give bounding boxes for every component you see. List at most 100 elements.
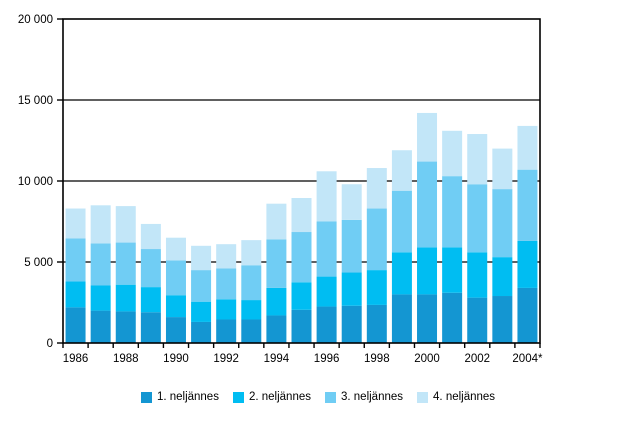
chart-bar-segment xyxy=(316,306,337,343)
chart-bar-segment xyxy=(115,206,136,243)
chart-bar-segment xyxy=(391,252,412,295)
y-axis-label: 0 xyxy=(47,338,53,350)
chart-bar-segment xyxy=(291,282,312,310)
chart-bar-segment xyxy=(442,292,463,343)
chart-bar-segment xyxy=(65,238,86,282)
chart-bar-segment xyxy=(442,176,463,248)
x-axis-label: 1986 xyxy=(63,353,89,365)
chart-bar-segment xyxy=(191,270,212,302)
chart-bar-segment xyxy=(316,276,337,307)
chart-bar-segment xyxy=(467,297,488,343)
chart-bar-segment xyxy=(341,272,362,306)
y-axis-label: 5 000 xyxy=(24,257,53,269)
chart-bar-segment xyxy=(165,237,186,261)
chart-bar-segment xyxy=(140,249,161,288)
chart-bar-segment xyxy=(216,244,237,269)
chart-bar-segment xyxy=(241,265,262,301)
chart-bar-segment xyxy=(90,285,111,311)
chart-bar-segment xyxy=(191,301,212,322)
chart-bar-segment xyxy=(115,284,136,312)
chart-bar-segment xyxy=(241,240,262,266)
legend-item: 2. neljännes xyxy=(232,391,311,403)
x-axis-label: 2002 xyxy=(464,353,490,365)
chart-bar-segment xyxy=(366,270,387,305)
chart-bar-segment xyxy=(492,257,513,297)
chart-bar-segment xyxy=(140,223,161,250)
x-axis-label: 1998 xyxy=(364,353,390,365)
chart-bar-segment xyxy=(467,252,488,298)
chart-bar-segment xyxy=(517,287,538,343)
chart-bar-segment xyxy=(241,319,262,343)
chart-bar-segment xyxy=(216,319,237,343)
chart-bar-segment xyxy=(492,189,513,258)
y-axis-label: 10 000 xyxy=(18,176,53,188)
chart-bar-segment xyxy=(517,240,538,288)
x-axis-label: 1990 xyxy=(163,353,189,365)
chart-bar-segment xyxy=(266,315,287,343)
legend-label: 3. neljännes xyxy=(341,391,404,403)
chart-bar-segment xyxy=(366,168,387,209)
chart-bar-segment xyxy=(442,247,463,293)
chart-bar-segment xyxy=(391,294,412,343)
legend-label: 2. neljännes xyxy=(248,391,311,403)
chart-bar-segment xyxy=(165,317,186,343)
chart-bar-segment xyxy=(65,208,86,239)
chart-bar-segment xyxy=(316,221,337,277)
chart-bar-segment xyxy=(291,309,312,343)
x-axis-label: 1996 xyxy=(314,353,340,365)
chart-bar-segment xyxy=(417,112,438,162)
legend-swatch xyxy=(140,391,152,403)
chart-bar-segment xyxy=(216,268,237,300)
chart-bar-segment xyxy=(492,148,513,190)
x-axis-label: 1992 xyxy=(213,353,239,365)
y-axis-label: 20 000 xyxy=(18,14,53,26)
chart-bar-segment xyxy=(191,321,212,343)
legend-swatch xyxy=(232,391,244,403)
chart-bar-segment xyxy=(492,296,513,343)
chart-bar-segment xyxy=(366,208,387,271)
chart-bar-segment xyxy=(191,245,212,271)
chart-bar-segment xyxy=(467,184,488,253)
chart-bar-segment xyxy=(366,304,387,343)
legend-item: 4. neljännes xyxy=(417,391,495,403)
chart-bar-segment xyxy=(417,247,438,295)
chart-bar-segment xyxy=(316,171,337,222)
chart-bar-segment xyxy=(417,161,438,248)
chart-bar-segment xyxy=(241,300,262,320)
chart-bar-segment xyxy=(266,287,287,316)
chart-bar-segment xyxy=(65,281,86,308)
legend-item: 1. neljännes xyxy=(140,391,219,403)
chart-bar-segment xyxy=(467,134,488,185)
chart-svg: 0 5 000 10 000 15 000 20 000 1986 1988 1990 1992… xyxy=(18,14,543,365)
chart-bar-segment xyxy=(391,150,412,191)
chart-legend: 1. neljännes 2. neljännes 3. neljännes 4. n… xyxy=(0,391,636,403)
chart-bar-segment xyxy=(216,299,237,320)
legend-swatch xyxy=(417,391,429,403)
chart-bar-segment xyxy=(165,295,186,318)
chart-bar-segment xyxy=(417,294,438,343)
chart-bar-segment xyxy=(291,198,312,233)
chart-bar-segment xyxy=(90,310,111,343)
chart-bar-segment xyxy=(341,219,362,273)
legend-label: 1. neljännes xyxy=(156,391,219,403)
chart-bar-segment xyxy=(140,287,161,313)
x-axis-label: 1988 xyxy=(113,353,139,365)
chart-bar-segment xyxy=(391,190,412,253)
legend-swatch xyxy=(325,391,336,403)
chart-bar-segment xyxy=(115,242,136,285)
chart-bar-segment xyxy=(140,312,161,343)
chart-bar-segment xyxy=(65,307,86,343)
chart-bar-segment xyxy=(341,305,362,343)
legend-item: 3. neljännes xyxy=(325,391,403,403)
x-axis-label: 2004* xyxy=(512,353,543,365)
chart-bar-segment xyxy=(266,239,287,288)
chart-bar-segment xyxy=(442,130,463,177)
chart-bar-segment xyxy=(291,232,312,283)
chart-bar-segment xyxy=(115,311,136,343)
x-axis-label: 2000 xyxy=(414,353,440,365)
chart-bar-segment xyxy=(341,184,362,220)
chart-bar-segment xyxy=(165,260,186,296)
x-axis-label: 1994 xyxy=(264,353,290,365)
chart-bar-segment xyxy=(90,243,111,286)
